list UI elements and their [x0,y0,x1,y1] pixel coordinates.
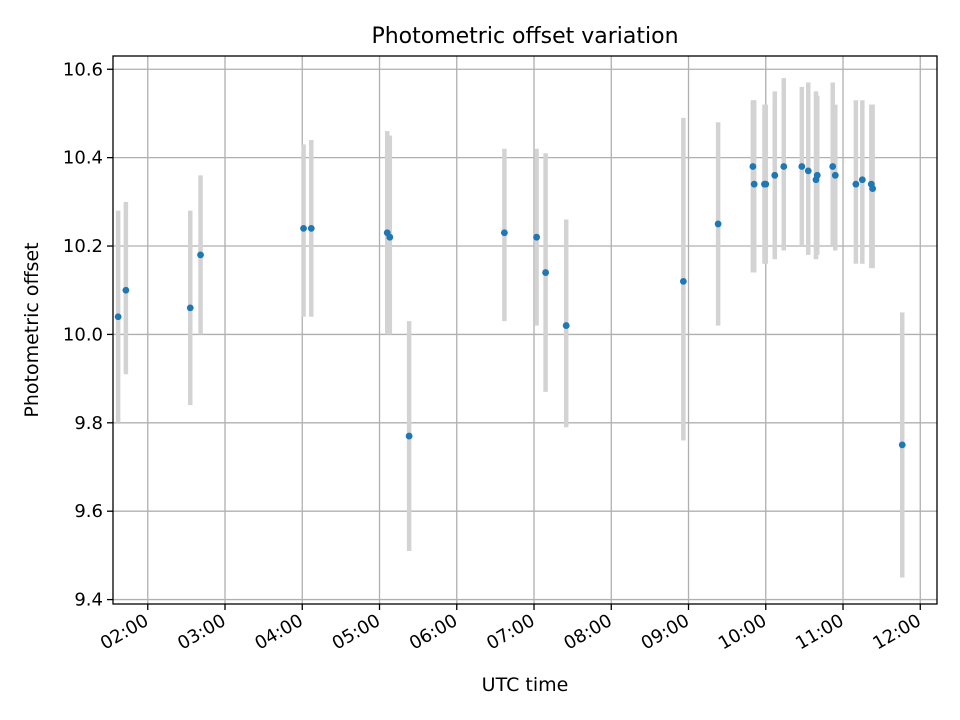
data-point [852,180,860,188]
y-tick-label: 10.4 [63,148,103,169]
x-axis-label: UTC time [482,674,569,696]
data-point [750,180,758,188]
y-tick-label: 9.6 [74,501,103,522]
plot-frame [112,55,938,605]
data-point [804,167,812,175]
y-tick-label: 10.0 [63,324,103,345]
data-point [405,432,413,440]
data-point [829,163,837,170]
y-tick-label: 9.4 [74,590,103,611]
data-point [780,163,788,170]
data-point [386,233,394,241]
data-point [186,304,194,312]
y-tick-label: 9.8 [74,413,103,434]
data-point [679,277,687,285]
y-tick-label: 10.6 [63,59,103,80]
chart-title: Photometric offset variation [371,24,678,49]
data-point [562,322,570,329]
y-axis-ticks: 9.4 9.6 9.8 10.0 10.2 10.4 10.6 [63,59,113,611]
data-point [501,229,508,237]
data-point [869,185,877,192]
data-point [749,163,757,170]
data-point [858,176,866,184]
data-point [798,163,806,170]
data-point [122,286,130,294]
data-point [831,171,839,179]
data-point [307,224,315,232]
data-point [762,180,770,188]
data-point [714,220,722,228]
y-tick-label: 10.2 [63,236,103,257]
data-point [813,171,821,179]
data-point [197,251,204,259]
data-point [771,171,779,179]
data-point [542,269,549,276]
data-point [114,313,122,321]
y-axis-label: Photometric offset [21,242,43,417]
data-point [300,224,307,232]
data-point [533,233,540,241]
data-point [898,441,906,449]
point-layer [114,163,906,449]
